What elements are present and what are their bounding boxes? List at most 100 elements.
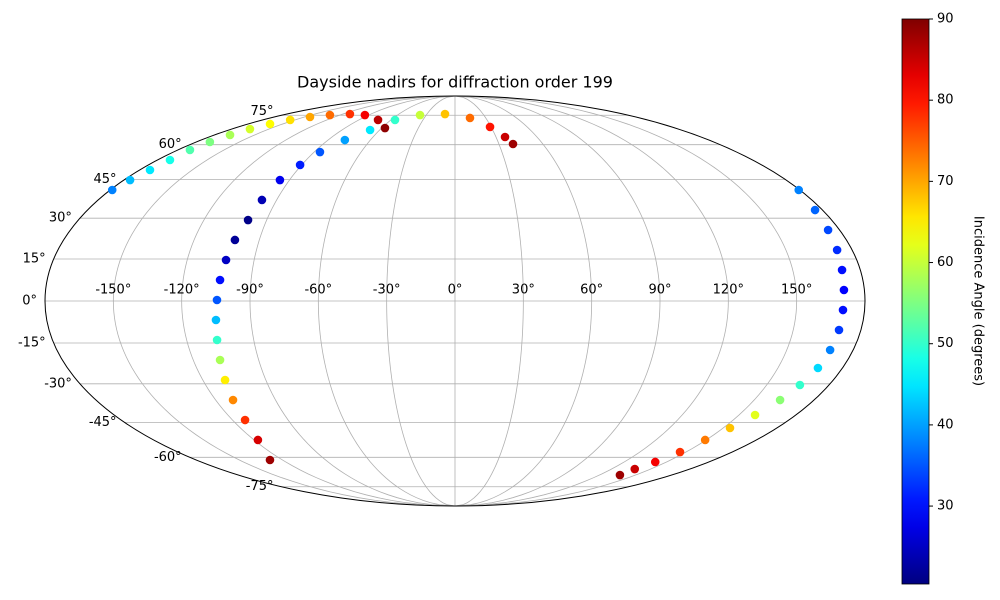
data-point bbox=[825, 345, 835, 355]
data-point bbox=[285, 115, 295, 125]
data-point bbox=[675, 447, 685, 457]
data-point bbox=[373, 115, 383, 125]
y-tick-label: -45° bbox=[89, 415, 117, 430]
data-point bbox=[750, 410, 760, 420]
data-point bbox=[415, 110, 425, 120]
x-tick-label: -90° bbox=[236, 283, 264, 298]
data-point bbox=[230, 235, 240, 245]
y-tick-label: 60° bbox=[159, 137, 182, 152]
data-point bbox=[212, 335, 222, 345]
colorbar-tick-label: 30 bbox=[937, 499, 954, 514]
data-point bbox=[225, 130, 235, 140]
data-point bbox=[630, 464, 640, 474]
grid-line bbox=[454, 95, 729, 507]
data-point bbox=[221, 255, 231, 265]
x-tick-label: -150° bbox=[95, 283, 131, 298]
data-point bbox=[813, 363, 823, 373]
grid-line bbox=[454, 95, 798, 507]
grid-line bbox=[454, 95, 661, 507]
data-point bbox=[211, 315, 221, 325]
data-point bbox=[185, 145, 195, 155]
data-point bbox=[145, 165, 155, 175]
x-tick-label: 30° bbox=[512, 283, 535, 298]
y-tick-label: -15° bbox=[18, 335, 46, 350]
data-point bbox=[240, 415, 250, 425]
data-point bbox=[810, 205, 820, 215]
data-point bbox=[725, 423, 735, 433]
data-point bbox=[795, 380, 805, 390]
grid-line bbox=[112, 95, 456, 507]
data-point bbox=[253, 435, 263, 445]
x-tick-label: -120° bbox=[164, 283, 200, 298]
colorbar-tick-label: 40 bbox=[937, 417, 954, 432]
data-point bbox=[465, 113, 475, 123]
data-point bbox=[839, 285, 849, 295]
x-tick-label: 60° bbox=[580, 283, 603, 298]
x-tick-label: 150° bbox=[781, 283, 812, 298]
data-point bbox=[265, 119, 275, 129]
data-point bbox=[325, 110, 335, 120]
colorbar-tick-label: 80 bbox=[937, 93, 954, 108]
data-point bbox=[215, 275, 225, 285]
grid-line bbox=[386, 95, 456, 507]
data-point bbox=[440, 109, 450, 119]
chart-title: Dayside nadirs for diffraction order 199 bbox=[297, 73, 613, 92]
data-point bbox=[340, 135, 350, 145]
data-point bbox=[245, 124, 255, 134]
grid-line bbox=[249, 95, 456, 507]
data-point bbox=[838, 305, 848, 315]
data-point bbox=[212, 295, 222, 305]
data-point bbox=[228, 395, 238, 405]
y-tick-label: -30° bbox=[44, 376, 72, 391]
data-point bbox=[500, 132, 510, 142]
colorbar bbox=[901, 18, 930, 585]
data-point bbox=[508, 139, 518, 149]
map-outline bbox=[44, 95, 866, 507]
y-tick-label: -75° bbox=[246, 479, 274, 494]
data-point bbox=[390, 115, 400, 125]
colorbar-label: Incidence Angle (degrees) bbox=[971, 216, 986, 386]
data-point bbox=[220, 375, 230, 385]
data-point bbox=[615, 470, 625, 480]
x-tick-label: -60° bbox=[304, 283, 332, 298]
grid-line bbox=[317, 95, 456, 507]
data-point bbox=[650, 457, 660, 467]
data-point bbox=[265, 455, 275, 465]
data-point bbox=[794, 185, 804, 195]
data-point bbox=[205, 137, 215, 147]
data-point bbox=[837, 265, 847, 275]
x-tick-label: 90° bbox=[648, 283, 671, 298]
data-point bbox=[360, 110, 370, 120]
data-point bbox=[380, 123, 390, 133]
colorbar-tick-label: 50 bbox=[937, 336, 954, 351]
data-point bbox=[125, 175, 135, 185]
colorbar-tick-label: 60 bbox=[937, 255, 954, 270]
grid-line bbox=[454, 95, 593, 507]
y-tick-label: 45° bbox=[94, 172, 117, 187]
x-tick-label: 0° bbox=[448, 283, 463, 298]
data-point bbox=[823, 225, 833, 235]
data-point bbox=[243, 215, 253, 225]
data-point bbox=[165, 155, 175, 165]
y-tick-label: 0° bbox=[22, 294, 37, 309]
y-tick-label: 15° bbox=[23, 252, 46, 267]
data-point bbox=[275, 175, 285, 185]
data-point bbox=[215, 355, 225, 365]
data-point bbox=[832, 245, 842, 255]
data-point bbox=[834, 325, 844, 335]
colorbar-tick-label: 90 bbox=[937, 12, 954, 27]
grid-line bbox=[181, 95, 456, 507]
data-point bbox=[485, 122, 495, 132]
data-point bbox=[107, 185, 117, 195]
colorbar-tick-label: 70 bbox=[937, 174, 954, 189]
data-point bbox=[315, 147, 325, 157]
data-point bbox=[257, 195, 267, 205]
x-tick-label: -30° bbox=[373, 283, 401, 298]
data-point bbox=[295, 160, 305, 170]
data-point bbox=[305, 112, 315, 122]
x-tick-label: 120° bbox=[713, 283, 744, 298]
y-tick-label: -60° bbox=[154, 450, 182, 465]
data-point bbox=[345, 109, 355, 119]
data-point bbox=[775, 395, 785, 405]
